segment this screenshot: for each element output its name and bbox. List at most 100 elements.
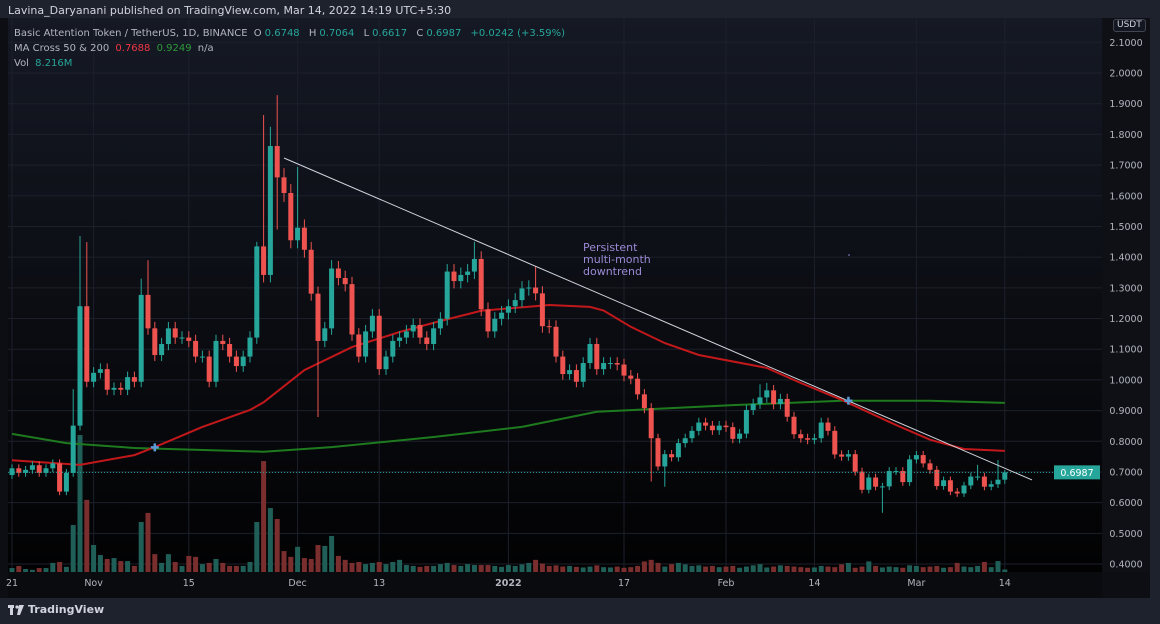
volume-bar — [193, 556, 199, 572]
tradingview-logo[interactable]: TradingView — [8, 603, 104, 616]
volume-bar — [927, 566, 933, 572]
volume-bar — [845, 562, 851, 572]
candle-body — [648, 408, 654, 439]
price-tick-label: 1.2000 — [1109, 314, 1142, 325]
volume-bar — [601, 567, 607, 572]
candle-body — [165, 328, 171, 344]
volume-bar — [43, 568, 49, 572]
volume-bar — [199, 564, 205, 572]
drawings[interactable] — [8, 157, 1054, 481]
volume-bar — [29, 569, 35, 572]
candle-body — [29, 465, 35, 470]
volume-bar — [628, 567, 634, 572]
candle-body — [342, 278, 348, 285]
candle-body — [641, 394, 647, 409]
candle-body — [458, 274, 464, 282]
volume-bar — [281, 551, 287, 572]
volume-bar — [655, 562, 661, 572]
candle-body — [560, 356, 566, 375]
candle-body — [159, 343, 165, 356]
volume-bar — [145, 512, 151, 572]
candle-body — [757, 397, 763, 404]
chart-frame[interactable]: 2.1000 2.0000 1.9000 1.8000 1.7000 1.6000 1.50… — [0, 18, 1150, 598]
ma-cross-marker — [844, 396, 853, 405]
volume-bar — [329, 535, 335, 572]
volume-bars — [9, 435, 1008, 572]
high-value: 0.7064 — [319, 28, 355, 39]
candle-body — [356, 334, 362, 357]
candle-body — [301, 227, 307, 250]
candle-body — [533, 287, 539, 294]
candle-body — [845, 454, 851, 457]
ma200-value: 0.9249 — [156, 43, 192, 54]
candle-body — [696, 422, 702, 431]
candle-body — [601, 363, 607, 370]
volume-bar — [607, 567, 613, 572]
candle-body — [410, 324, 416, 332]
volume-bar — [186, 555, 192, 572]
volume-bar — [492, 565, 498, 572]
volume-bar — [471, 565, 477, 572]
candle-body — [16, 468, 22, 473]
price-tick-label: 0.4000 — [1109, 560, 1142, 571]
price-axis[interactable] — [1102, 18, 1150, 572]
volume-bar — [716, 567, 722, 572]
candle-body — [97, 369, 103, 373]
candle-body — [70, 425, 76, 473]
low-value: 0.6617 — [372, 28, 408, 39]
volume-bar — [465, 564, 471, 572]
ma-indicator-name[interactable]: MA Cross 50 & 200 — [14, 43, 110, 54]
volume-bar — [172, 562, 178, 572]
candle-body — [512, 300, 518, 307]
time-axis[interactable] — [8, 572, 1102, 598]
volume-bar — [369, 562, 375, 572]
candle-body — [886, 471, 892, 487]
volume-bar — [886, 566, 892, 572]
candle-body — [927, 463, 933, 470]
volume-bar — [451, 565, 457, 572]
volume-bar — [784, 565, 790, 572]
candle-body — [261, 246, 267, 275]
time-tick-label: 2022 — [495, 578, 521, 589]
candle-body — [934, 469, 940, 487]
candle-body — [825, 422, 831, 431]
volume-indicator-name[interactable]: Vol — [14, 58, 29, 69]
candle-body — [519, 288, 525, 301]
candle-body — [390, 340, 396, 357]
candle-body — [254, 246, 260, 338]
trendline — [283, 157, 1033, 481]
volume-bar — [57, 562, 63, 572]
currency-badge[interactable]: USDT — [1113, 19, 1146, 32]
downtrend-annotation[interactable]: Persistent multi-month downtrend — [583, 241, 651, 278]
volume-bar — [750, 565, 756, 572]
volume-bar — [580, 567, 586, 572]
candle-body — [193, 340, 199, 357]
candle-body — [233, 356, 239, 367]
volume-bar — [63, 566, 69, 572]
time-tick-label: Nov — [84, 578, 103, 589]
price-pane[interactable] — [8, 18, 1102, 572]
volume-bar — [301, 558, 307, 572]
open-value: 0.6748 — [264, 28, 300, 39]
volume-bar — [553, 565, 559, 572]
symbol-name[interactable]: Basic Attention Token / TetherUS, 1D, BI… — [14, 28, 248, 39]
time-tick-label: Feb — [718, 578, 735, 589]
candle-body — [281, 177, 287, 193]
volume-bar — [682, 564, 688, 572]
volume-bar — [417, 566, 423, 572]
ma200-line — [11, 399, 1005, 453]
publisher-line: Lavina_Daryanani published on TradingVie… — [8, 4, 452, 17]
volume-bar — [641, 561, 647, 572]
volume-bar — [954, 562, 960, 572]
price-tick-label: 0.7000 — [1109, 467, 1142, 478]
volume-bar — [839, 564, 845, 572]
volume-bar — [247, 562, 253, 572]
volume-bar — [383, 564, 389, 572]
candle-body — [152, 328, 158, 356]
volume-bar — [981, 562, 987, 572]
volume-bar — [77, 435, 83, 572]
candle-body — [907, 459, 913, 483]
candle-body — [546, 326, 552, 328]
volume-bar — [23, 568, 29, 572]
candle-body — [9, 468, 15, 476]
